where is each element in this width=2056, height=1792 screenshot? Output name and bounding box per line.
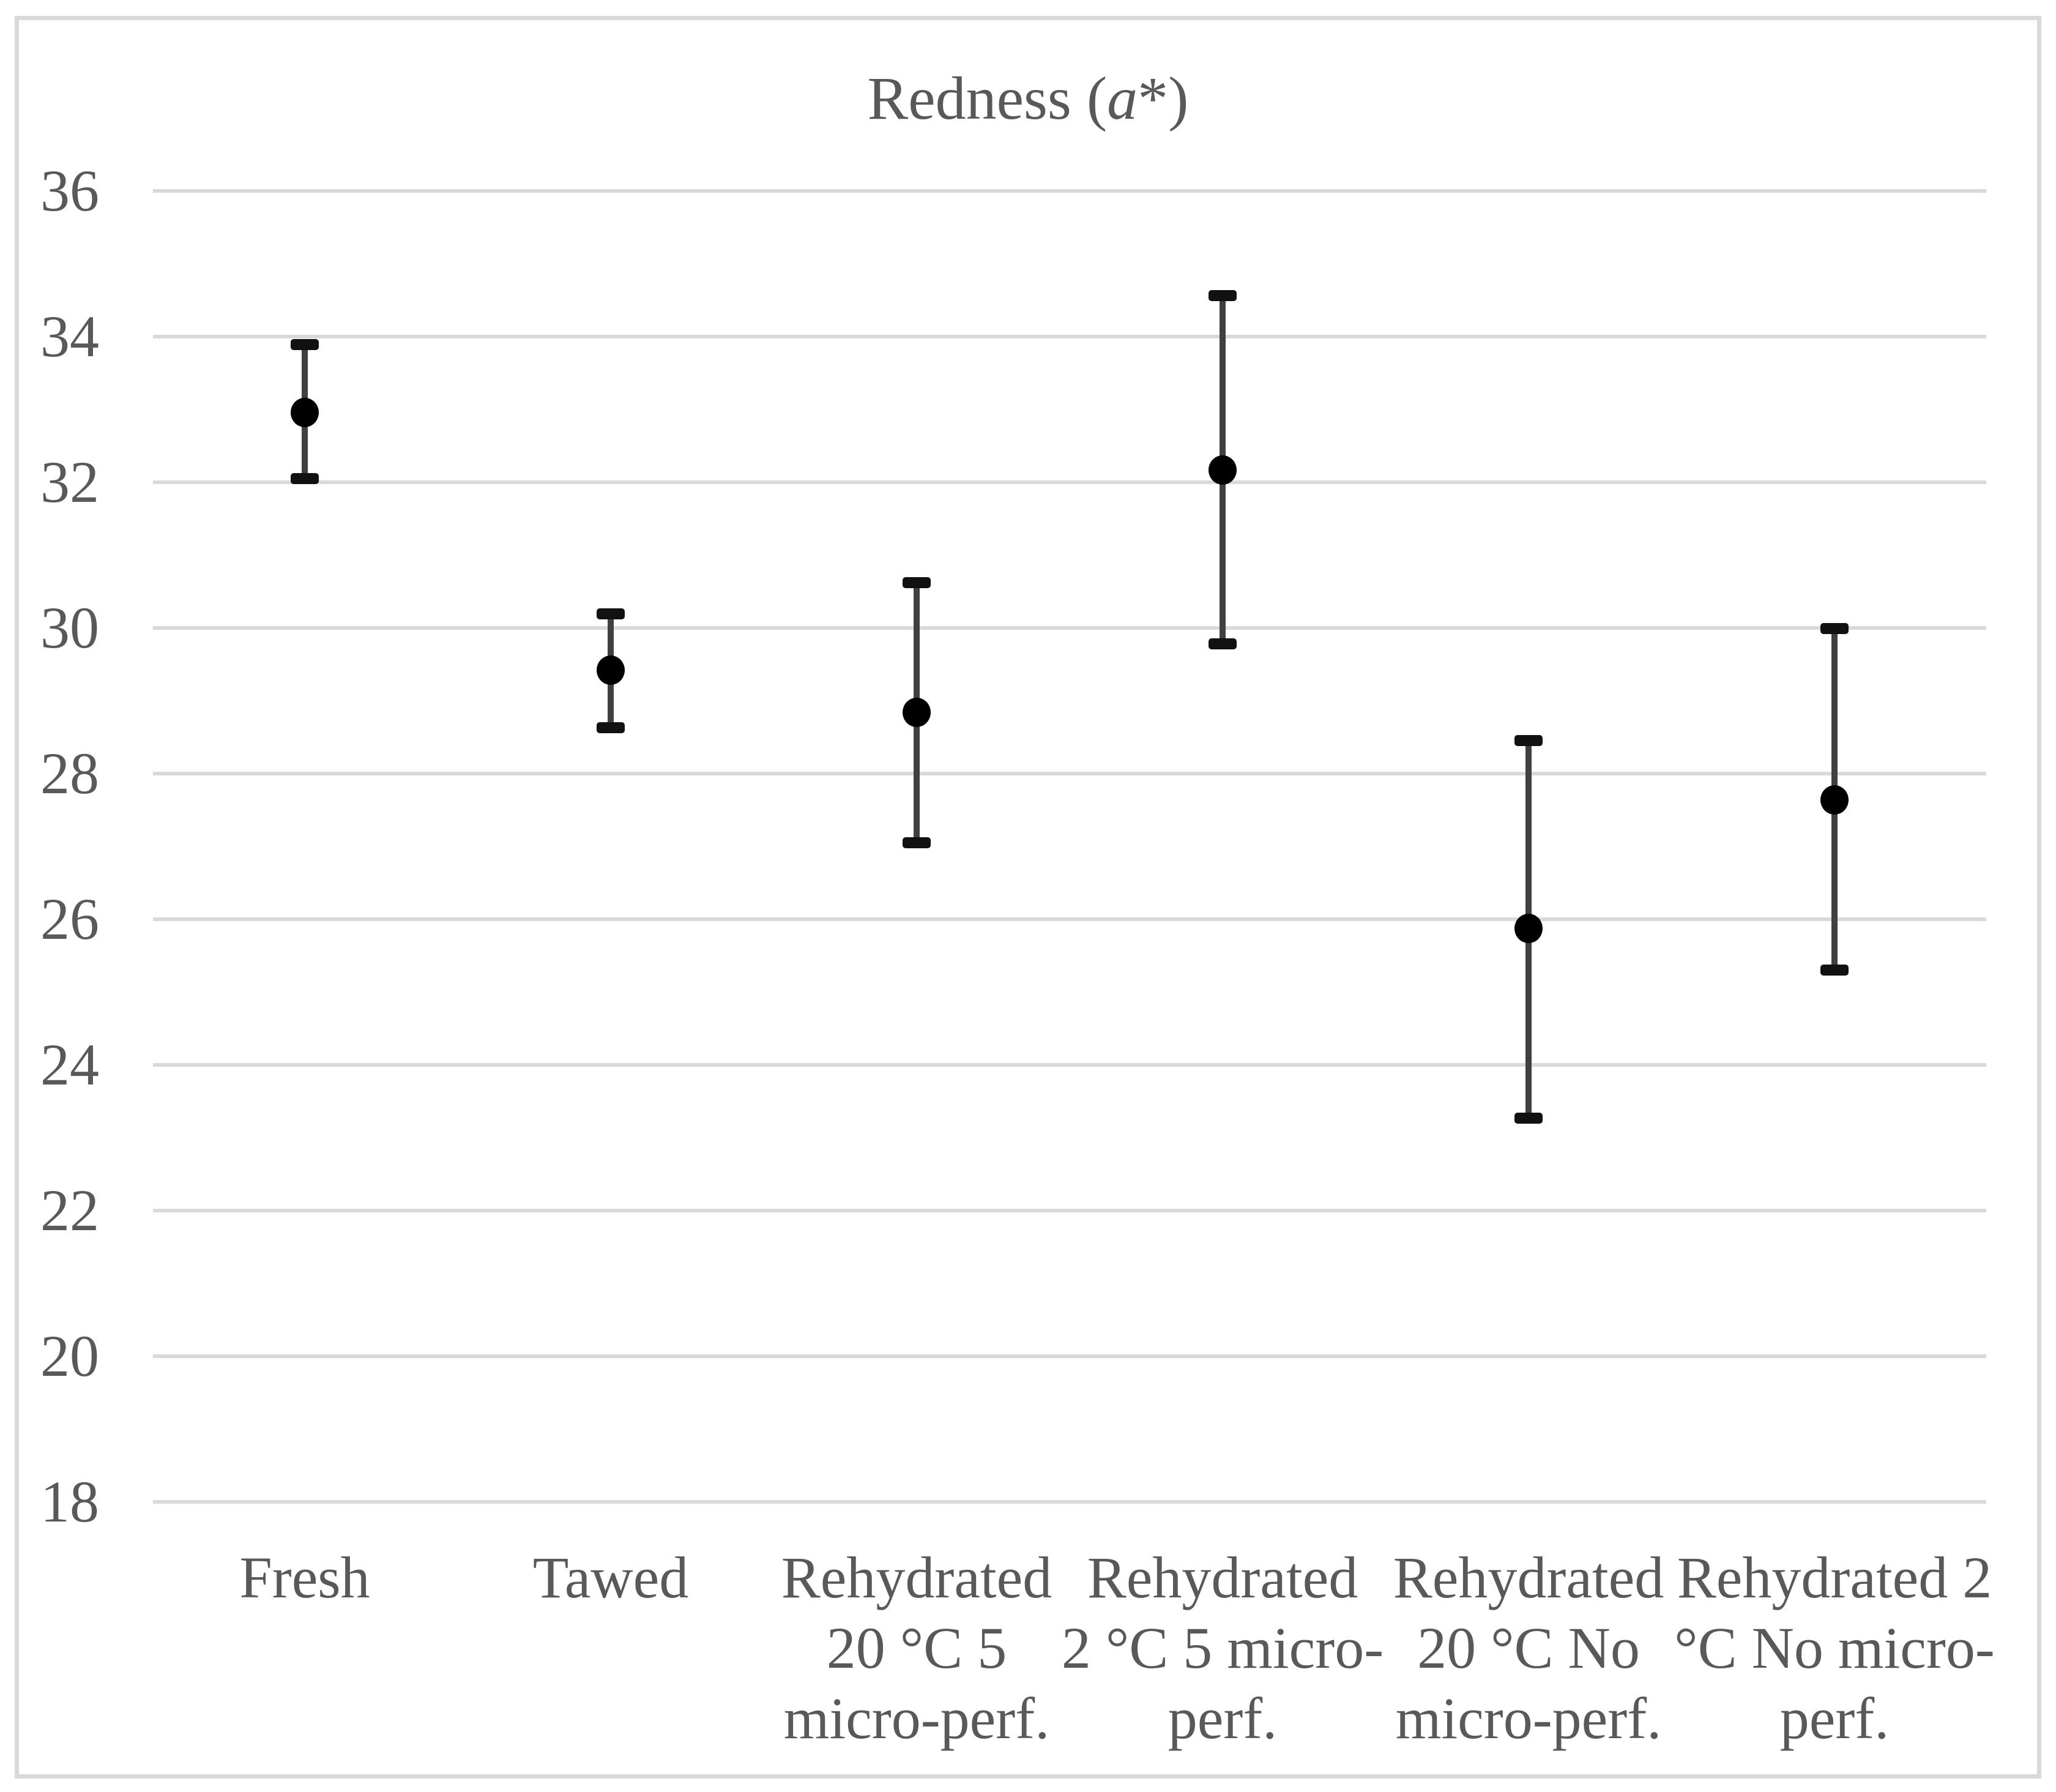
y-tick-label: 30 <box>40 595 99 660</box>
y-gridline <box>153 480 1986 484</box>
error-bar-cap-top <box>597 608 625 620</box>
chart-title-suffix: *) <box>1138 64 1189 132</box>
y-gridline <box>153 335 1986 338</box>
x-axis-category-label: Rehydrated 20 °C 5 micro-perf. <box>781 1545 1052 1751</box>
error-bar-cap-top <box>1514 735 1543 747</box>
mean-data-point <box>1514 914 1543 944</box>
y-tick-label: 18 <box>40 1469 99 1534</box>
y-gridline <box>153 189 1986 193</box>
y-tick-label: 24 <box>40 1032 99 1097</box>
y-tick-label: 36 <box>40 158 99 223</box>
y-tick-label: 22 <box>40 1178 99 1243</box>
y-tick-label: 28 <box>40 741 99 806</box>
x-axis-category-label: Rehydrated 20 °C No micro-perf. <box>1393 1545 1664 1751</box>
x-axis-category-label: Tawed <box>532 1545 689 1610</box>
y-gridline <box>153 1063 1986 1067</box>
error-bar-cap-bottom <box>291 473 319 485</box>
y-tick-label: 20 <box>40 1323 99 1389</box>
error-bar-cap-bottom <box>1820 965 1849 976</box>
error-bar-cap-bottom <box>903 837 931 849</box>
error-bar-cap-bottom <box>1209 638 1237 650</box>
error-bar-cap-top <box>1820 623 1849 635</box>
error-bar-cap-top <box>291 339 319 351</box>
error-bar-cap-bottom <box>597 722 625 734</box>
y-tick-label: 34 <box>40 304 99 369</box>
mean-data-point <box>1209 455 1237 485</box>
mean-data-point <box>291 397 319 427</box>
x-axis-category-label: Rehydrated 2 °C No micro- perf. <box>1674 1545 1995 1751</box>
mean-data-point <box>1820 785 1849 815</box>
chart-title-prefix: Redness ( <box>867 64 1108 132</box>
y-gridline <box>153 917 1986 921</box>
error-bar-cap-bottom <box>1514 1112 1543 1124</box>
y-gridline <box>153 772 1986 775</box>
chart-title: Redness (a*) <box>0 59 2056 138</box>
chart-title-variable: a <box>1107 64 1138 132</box>
y-tick-label: 32 <box>40 449 99 515</box>
mean-data-point <box>903 698 931 728</box>
y-tick-label: 26 <box>40 886 99 952</box>
y-gridline <box>153 1209 1986 1212</box>
error-bar-cap-top <box>1209 290 1237 302</box>
y-gridline <box>153 626 1986 630</box>
chart-frame-border <box>15 16 2041 1779</box>
x-axis-category-label: Rehydrated 2 °C 5 micro- perf. <box>1061 1545 1384 1751</box>
error-bar-cap-top <box>903 577 931 589</box>
mean-data-point <box>597 655 625 685</box>
y-gridline <box>153 1500 1986 1504</box>
x-axis-category-label: Fresh <box>239 1545 370 1610</box>
y-gridline <box>153 1354 1986 1358</box>
